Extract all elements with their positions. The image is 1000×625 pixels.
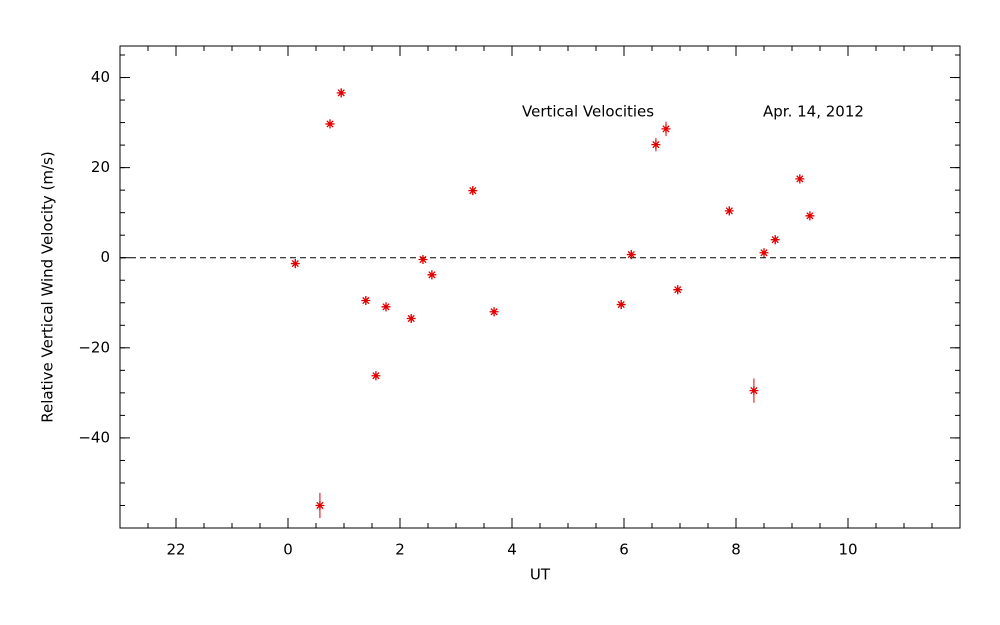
point <box>673 285 683 295</box>
x-tick-label: 2 <box>395 541 405 559</box>
annotation: Apr. 14, 2012 <box>763 103 864 121</box>
x-tick-label: 0 <box>283 541 293 559</box>
point <box>371 371 381 381</box>
point <box>315 500 325 510</box>
x-tick-label: 10 <box>838 541 857 559</box>
point <box>805 211 815 221</box>
y-tick-label: −20 <box>78 338 110 356</box>
point <box>616 300 626 310</box>
x-tick-label: 8 <box>731 541 741 559</box>
point <box>336 88 346 98</box>
point <box>651 140 661 150</box>
point <box>759 248 769 258</box>
point <box>749 386 759 396</box>
y-tick-label: 20 <box>91 158 110 176</box>
point <box>325 119 335 129</box>
x-tick-label: 6 <box>619 541 629 559</box>
axes <box>119 46 961 529</box>
point <box>795 174 805 184</box>
point <box>406 314 416 324</box>
x-axis-label: UT <box>530 566 551 584</box>
point <box>626 250 636 260</box>
point <box>427 270 437 280</box>
annotation: Vertical Velocities <box>522 103 654 121</box>
x-tick-label: 22 <box>166 541 185 559</box>
point <box>770 235 780 245</box>
point <box>418 255 428 265</box>
x-tick-label: 4 <box>507 541 517 559</box>
point <box>661 124 671 134</box>
point <box>361 296 371 306</box>
point <box>381 302 391 312</box>
point <box>724 206 734 216</box>
y-tick-label: −40 <box>78 428 110 446</box>
point <box>468 186 478 196</box>
point <box>290 259 300 269</box>
point <box>489 307 499 317</box>
y-tick-label: 40 <box>91 68 110 86</box>
y-tick-label: 0 <box>100 248 110 266</box>
y-axis-label: Relative Vertical Wind Velocity (m/s) <box>39 151 57 422</box>
